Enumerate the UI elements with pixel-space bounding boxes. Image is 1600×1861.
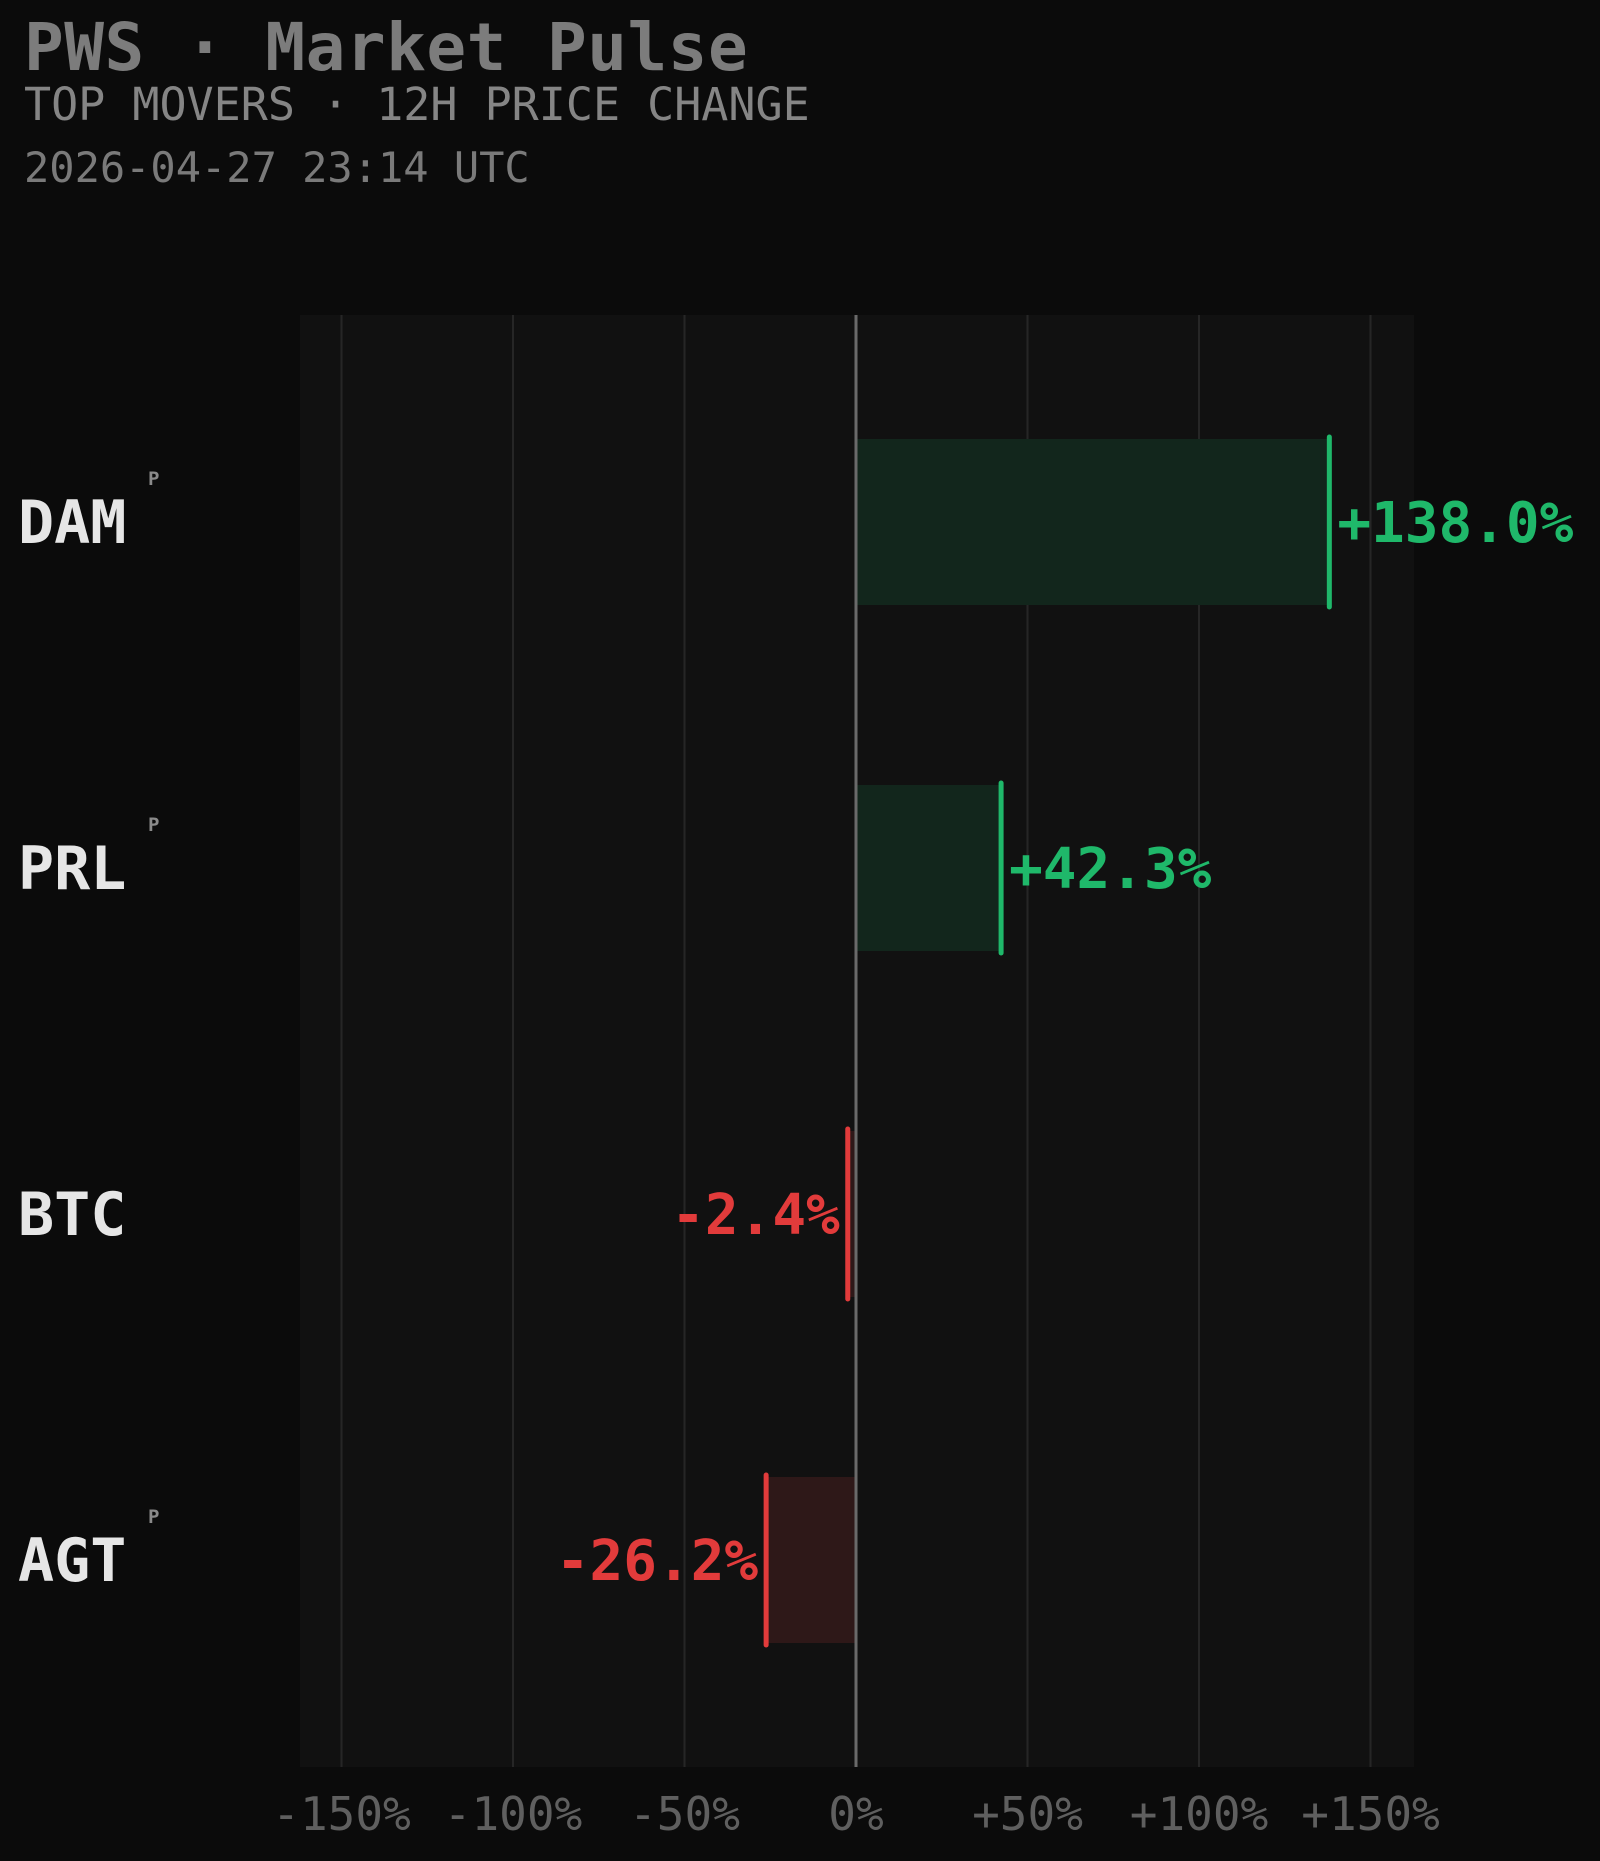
- category-labels: DAM P PRL P BTC AGT P: [18, 468, 159, 1596]
- value-label: -26.2%: [556, 1529, 759, 1594]
- value-label: -2.4%: [671, 1183, 840, 1248]
- bar-prl: [856, 785, 1002, 951]
- x-tick-label: +150%: [1301, 1787, 1439, 1841]
- symbol-label: AGT: [18, 1526, 126, 1596]
- x-tick-label: +100%: [1130, 1787, 1268, 1841]
- chart-header: PWS · Market Pulse TOP MOVERS · 12H PRIC…: [24, 12, 810, 192]
- bar-dam: [856, 439, 1330, 605]
- x-axis-ticks: -150% -100% -50% 0% +50% +100% +150%: [272, 1787, 1439, 1841]
- x-tick-label: +50%: [972, 1787, 1083, 1841]
- value-label: +138.0%: [1337, 491, 1573, 556]
- bar-agt: [766, 1477, 856, 1643]
- symbol-badge: P: [148, 1506, 159, 1528]
- symbol-label: DAM: [18, 488, 126, 558]
- chart-subtitle: TOP MOVERS · 12H PRICE CHANGE: [24, 78, 810, 131]
- symbol-badge: P: [148, 468, 159, 490]
- x-tick-label: -50%: [629, 1787, 740, 1841]
- x-tick-label: -100%: [444, 1787, 582, 1841]
- chart-title: PWS · Market Pulse: [24, 9, 749, 86]
- value-label: +42.3%: [1009, 837, 1212, 902]
- x-tick-label: -150%: [272, 1787, 410, 1841]
- x-tick-label: 0%: [828, 1787, 883, 1841]
- bars: +138.0% +42.3% -2.4% -26.2%: [556, 434, 1574, 1648]
- symbol-label: PRL: [18, 834, 126, 904]
- symbol-badge: P: [148, 814, 159, 836]
- chart-timestamp: 2026-04-27 23:14 UTC: [24, 143, 530, 192]
- bar-btc: [847, 1131, 856, 1297]
- symbol-label: BTC: [18, 1180, 126, 1250]
